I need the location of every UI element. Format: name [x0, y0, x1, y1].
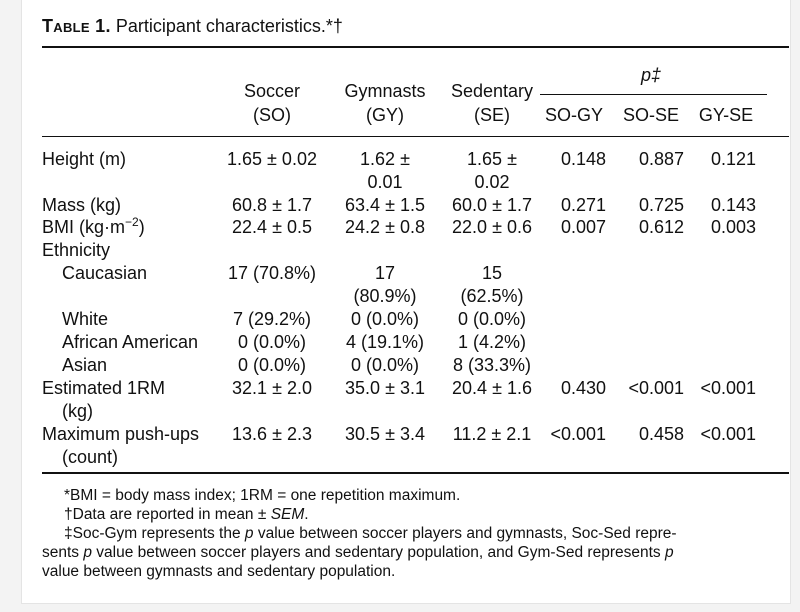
footnote-p2-italic-end: p	[664, 544, 674, 561]
cell-bmi-p-so-se: 0.612	[638, 217, 684, 237]
footnote-p-line-2: sents p value between soccer players and…	[42, 543, 674, 562]
table-title: Participant characteristics.*†	[115, 16, 343, 36]
cell-bmi-gy: 24.2 ± 0.8	[345, 217, 425, 237]
header-so-gy: SO-GY	[544, 105, 603, 125]
header-soccer-abbr: (SO)	[253, 105, 291, 125]
footnote-p-line-1: ‡Soc-Gym represents the p value between …	[64, 524, 677, 543]
cell-pushups-p-so-se: 0.458	[638, 424, 684, 444]
cell-pushups-so: 13.6 ± 2.3	[232, 424, 312, 444]
bottom-rule	[42, 472, 789, 474]
cell-bmi-p-so-gy: 0.007	[560, 217, 606, 237]
footnote-abbreviations: *BMI = body mass index; 1RM = one repeti…	[64, 487, 461, 504]
header-soccer: Soccer	[243, 81, 301, 101]
cell-1rm-p-so-gy: 0.430	[560, 378, 606, 398]
footnote-data-sem: SEM	[270, 506, 305, 523]
cell-mass-p-so-gy: 0.271	[560, 195, 606, 215]
row-label-african-american: African American	[62, 332, 199, 352]
header-p-group: p‡	[640, 65, 662, 85]
footnote-p1-italic: p	[244, 525, 254, 542]
cell-pushups-p-gy-se: <0.001	[700, 424, 756, 444]
cell-height-gy-cont: 0.01	[367, 172, 403, 192]
header-gy-se: GY-SE	[698, 105, 754, 125]
cell-pushups-gy: 30.5 ± 3.4	[345, 424, 425, 444]
row-label-1rm: Estimated 1RM	[42, 378, 166, 398]
cell-white-se: 0 (0.0%)	[457, 309, 527, 329]
cell-height-so: 1.65 ± 0.02	[227, 149, 317, 169]
cell-caucasian-se-cont: (62.5%)	[460, 286, 524, 306]
cell-white-so: 7 (29.2%)	[232, 309, 312, 329]
footnote-p2-italic: p	[83, 544, 92, 561]
p-group-rule	[540, 94, 767, 95]
cell-mass-so: 60.8 ± 1.7	[232, 195, 312, 215]
footnote-p2-text: sents	[42, 544, 84, 561]
cell-mass-gy: 63.4 ± 1.5	[345, 195, 425, 215]
header-so-se: SO-SE	[622, 105, 679, 125]
footnote-data: †Data are reported in mean ± SEM.	[64, 505, 309, 524]
cell-height-p-so-gy: 0.148	[560, 149, 606, 169]
cell-african-american-so: 0 (0.0%)	[237, 332, 307, 352]
footnote-p-line-3: value between gymnasts and sedentary pop…	[42, 563, 396, 580]
cell-height-gy: 1.62 ±	[360, 149, 410, 169]
cell-height-p-so-se: 0.887	[638, 149, 684, 169]
cell-caucasian-gy-cont: (80.9%)	[353, 286, 417, 306]
cell-1rm-gy: 35.0 ± 3.1	[345, 378, 425, 398]
cell-height-se-cont: 0.02	[474, 172, 510, 192]
row-label-asian: Asian	[62, 355, 108, 375]
header-gymnasts: Gymnasts	[344, 81, 426, 101]
table-caption: Table 1. Participant characteristics.*†	[42, 15, 343, 37]
top-rule	[42, 46, 789, 48]
header-sedentary-abbr: (SE)	[474, 105, 510, 125]
header-sedentary: Sedentary	[450, 81, 534, 101]
cell-1rm-se: 20.4 ± 1.6	[452, 378, 532, 398]
cell-caucasian-se: 15	[481, 263, 503, 283]
cell-height-se: 1.65 ±	[467, 149, 517, 169]
cell-asian-so: 0 (0.0%)	[237, 355, 307, 375]
cell-pushups-se: 11.2 ± 2.1	[452, 424, 532, 444]
footnote-p1-text: ‡Soc-Gym represents the	[64, 525, 245, 542]
cell-1rm-p-so-se: <0.001	[628, 378, 684, 398]
cell-caucasian-so: 17 (70.8%)	[227, 263, 317, 283]
table-label: Table 1.	[42, 16, 111, 36]
footnote-data-end: .	[304, 506, 309, 523]
cell-1rm-so: 32.1 ± 2.0	[232, 378, 312, 398]
row-label-ethnicity: Ethnicity	[42, 240, 111, 260]
row-label-bmi: BMI (kg·m−2)	[42, 215, 145, 237]
row-label-caucasian: Caucasian	[62, 263, 148, 283]
table-card: Table 1. Participant characteristics.*† …	[22, 0, 790, 603]
cell-1rm-p-gy-se: <0.001	[700, 378, 756, 398]
header-gymnasts-abbr: (GY)	[366, 105, 404, 125]
cell-african-american-gy: 4 (19.1%)	[345, 332, 425, 352]
footnote-data-text: †Data are reported in mean ±	[64, 506, 271, 523]
footnote-p2-rest: value between soccer players and sedenta…	[91, 544, 665, 561]
cell-bmi-so: 22.4 ± 0.5	[232, 217, 312, 237]
row-label-white: White	[62, 309, 109, 329]
row-label-1rm-unit: (kg)	[62, 401, 93, 421]
row-label-pushups-unit: (count)	[62, 447, 119, 467]
row-label-height: Height (m)	[42, 149, 127, 169]
header-rule	[42, 136, 789, 137]
row-label-pushups: Maximum push-ups	[42, 424, 200, 444]
cell-height-p-gy-se: 0.121	[710, 149, 756, 169]
cell-african-american-se: 1 (4.2%)	[457, 332, 527, 352]
row-label-mass: Mass (kg)	[42, 195, 122, 215]
cell-white-gy: 0 (0.0%)	[350, 309, 420, 329]
footnote-p1-rest: value between soccer players and gymnast…	[253, 525, 677, 542]
cell-asian-se: 8 (33.3%)	[452, 355, 532, 375]
cell-caucasian-gy: 17	[374, 263, 396, 283]
cell-mass-p-so-se: 0.725	[638, 195, 684, 215]
cell-bmi-se: 22.0 ± 0.6	[452, 217, 532, 237]
cell-asian-gy: 0 (0.0%)	[350, 355, 420, 375]
cell-mass-p-gy-se: 0.143	[710, 195, 756, 215]
cell-bmi-p-gy-se: 0.003	[710, 217, 756, 237]
cell-pushups-p-so-gy: <0.001	[550, 424, 606, 444]
cell-mass-se: 60.0 ± 1.7	[452, 195, 532, 215]
